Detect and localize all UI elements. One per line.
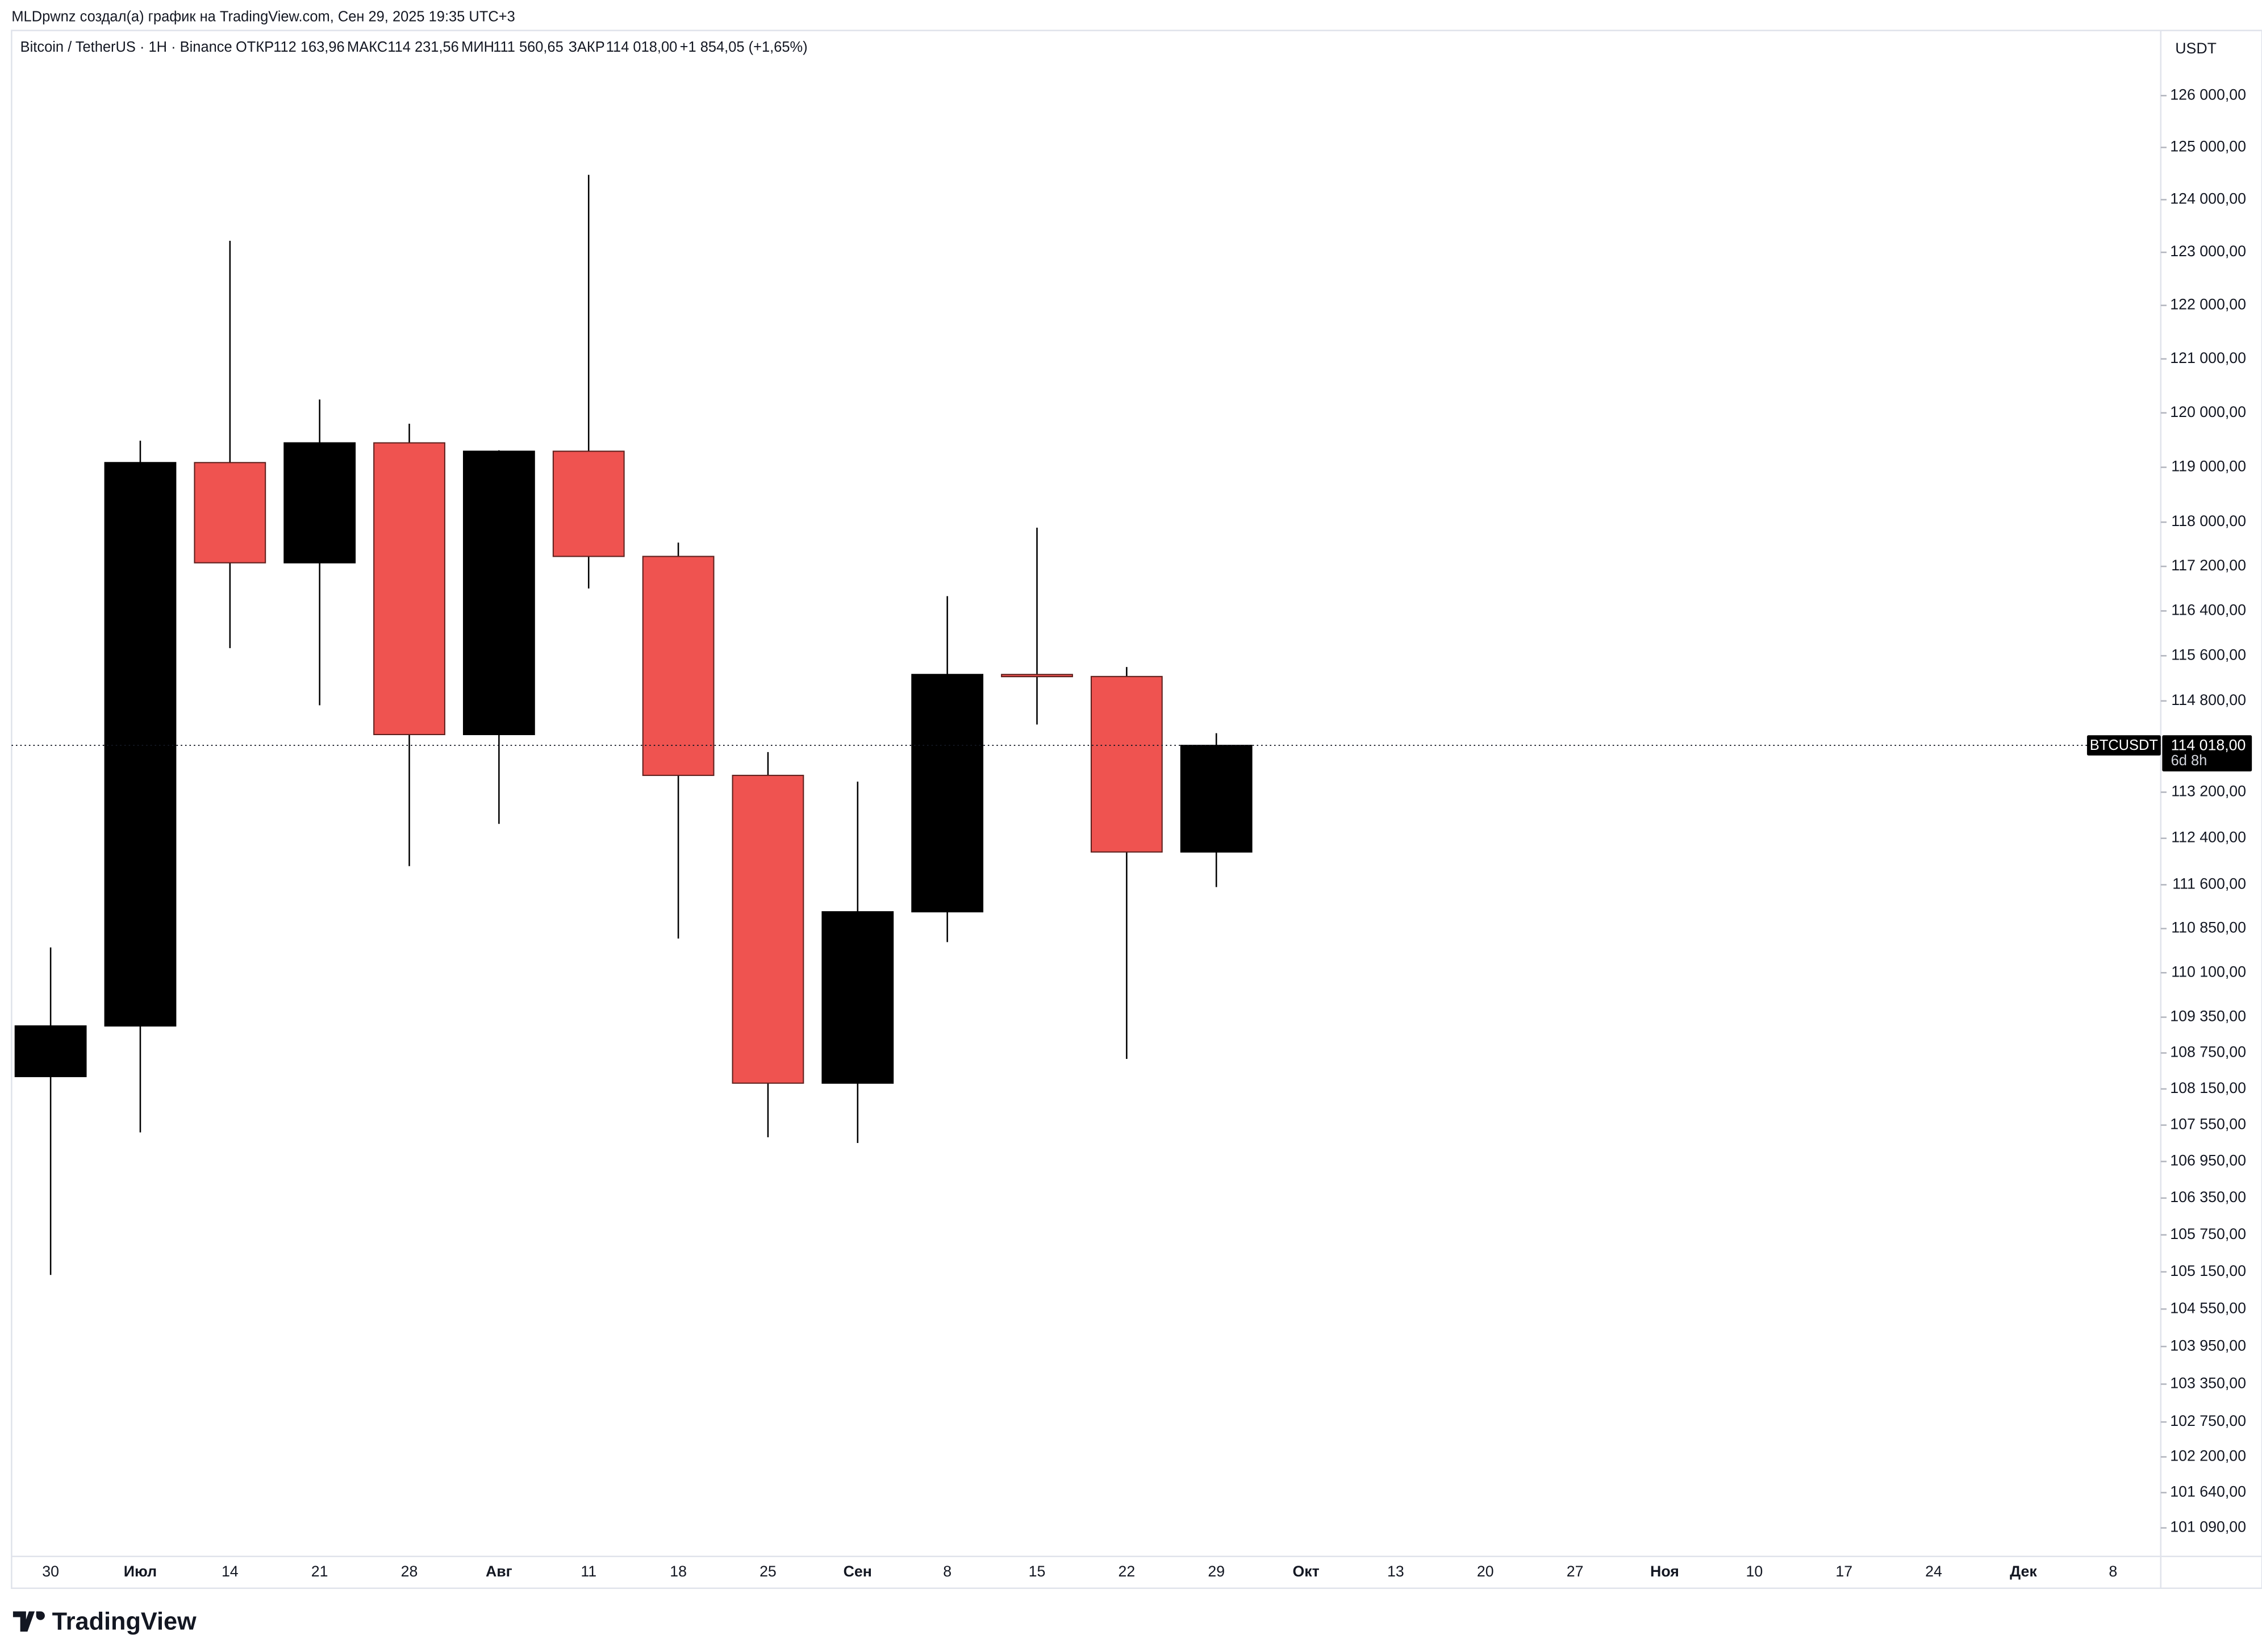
legend-label: ОТКР xyxy=(236,39,274,55)
y-tick-label: 117 200,00 xyxy=(2171,557,2246,574)
y-tick-label: 112 400,00 xyxy=(2171,829,2246,846)
y-tick-label: 101 090,00 xyxy=(2170,1518,2246,1536)
symbol-tag-text: BTCUSDT xyxy=(2090,737,2158,753)
y-tick-label: 125 000,00 xyxy=(2170,138,2246,155)
legend-value: 112 163,96 xyxy=(273,39,345,55)
y-tick-label: 102 200,00 xyxy=(2170,1447,2246,1465)
legend-value: 114 231,56 xyxy=(387,39,459,55)
x-tick-label: 10 xyxy=(1746,1563,1763,1580)
y-tick-label: 101 640,00 xyxy=(2170,1483,2246,1500)
symbol-legend: Bitcoin / TetherUS · 1H · Binance ОТКР 1… xyxy=(20,39,808,55)
x-tick-label: 8 xyxy=(943,1563,951,1580)
x-tick-label: 18 xyxy=(670,1563,687,1580)
y-tick-label: 107 550,00 xyxy=(2170,1116,2246,1133)
y-tick-label: 123 000,00 xyxy=(2170,243,2246,260)
candle-body xyxy=(911,674,984,913)
candle-body xyxy=(732,774,804,1084)
y-tick-label: 121 000,00 xyxy=(2170,349,2246,366)
y-tick-label: 120 000,00 xyxy=(2170,403,2246,420)
countdown-text: 6d 8h xyxy=(2171,753,2207,769)
y-tick-label: 102 750,00 xyxy=(2170,1412,2246,1429)
x-tick-label: Окт xyxy=(1292,1563,1319,1580)
symbol-tag xyxy=(2086,735,2161,756)
y-tick-label: 105 150,00 xyxy=(2170,1262,2246,1279)
candle-body xyxy=(821,911,894,1084)
y-tick-label: 124 000,00 xyxy=(2170,190,2246,207)
candle-body xyxy=(642,556,715,776)
y-tick-label: 111 600,00 xyxy=(2172,875,2246,892)
x-tick-label: Июл xyxy=(124,1563,157,1580)
y-tick-label: 108 150,00 xyxy=(2170,1079,2246,1096)
candle-body xyxy=(14,1025,87,1078)
x-tick-label: Дек xyxy=(2010,1563,2037,1580)
y-tick-label: 116 400,00 xyxy=(2171,601,2246,618)
y-tick-label: 118 000,00 xyxy=(2171,512,2246,529)
price-tag-text: 114 018,00 xyxy=(2171,736,2246,753)
y-tick-label: 109 350,00 xyxy=(2170,1008,2246,1025)
x-tick-label: 8 xyxy=(2109,1563,2117,1580)
candle-body xyxy=(194,462,266,564)
x-tick-label: 24 xyxy=(1925,1563,1942,1580)
candle-body xyxy=(1090,675,1163,853)
y-tick-label: 122 000,00 xyxy=(2170,296,2246,313)
y-tick-label: 115 600,00 xyxy=(2171,646,2246,663)
y-tick-label: 106 350,00 xyxy=(2170,1188,2246,1205)
legend-change: +1 854,05 (+1,65%) xyxy=(680,39,808,55)
y-tick-label: 103 950,00 xyxy=(2170,1337,2246,1354)
y-tick-label: 110 850,00 xyxy=(2171,919,2246,936)
chart-frame xyxy=(11,30,2262,1590)
y-tick-label: 114 800,00 xyxy=(2171,691,2246,708)
x-tick-label: 15 xyxy=(1029,1563,1046,1580)
candle-body xyxy=(552,450,625,557)
x-tick-label: 13 xyxy=(1387,1563,1404,1580)
x-tick-label: 14 xyxy=(222,1563,239,1580)
x-tick-label: 20 xyxy=(1477,1563,1494,1580)
x-tick-label: Авг xyxy=(486,1563,512,1580)
candle-body xyxy=(462,450,535,736)
candle-body xyxy=(1180,745,1253,853)
candle-body xyxy=(373,442,445,736)
x-tick-label: 28 xyxy=(401,1563,418,1580)
candle-body xyxy=(104,462,177,1027)
x-tick-label: 22 xyxy=(1118,1563,1135,1580)
y-tick-label: 103 350,00 xyxy=(2170,1375,2246,1392)
y-tick-label: 108 750,00 xyxy=(2170,1044,2246,1061)
x-tick-label: 17 xyxy=(1835,1563,1852,1580)
y-tick-label: 113 200,00 xyxy=(2171,783,2246,800)
price-tag xyxy=(2162,735,2252,771)
x-tick-label: 29 xyxy=(1208,1563,1225,1580)
x-tick-label: 27 xyxy=(1567,1563,1584,1580)
x-tick-label: 25 xyxy=(759,1563,777,1580)
x-tick-label: 30 xyxy=(42,1563,59,1580)
x-tick-label: 21 xyxy=(311,1563,328,1580)
x-tick-label: Ноя xyxy=(1650,1563,1679,1580)
legend-label: ЗАКР xyxy=(569,39,605,55)
author-line: MLDpwnz создал(а) график на TradingView.… xyxy=(11,9,515,24)
y-tick-label: 126 000,00 xyxy=(2170,86,2246,103)
logo-text: TradingView xyxy=(52,1608,197,1635)
y-tick-label: 119 000,00 xyxy=(2171,458,2246,475)
y-tick-label: 105 750,00 xyxy=(2170,1225,2246,1242)
x-tick-label: Сен xyxy=(844,1563,872,1580)
legend-label: МИН xyxy=(461,39,494,55)
y-tick-label: 110 100,00 xyxy=(2171,963,2246,980)
symbol-name: Bitcoin / TetherUS · 1H · Binance xyxy=(20,39,232,55)
legend-label: МАКС xyxy=(347,39,387,55)
y-tick-label: 104 550,00 xyxy=(2170,1299,2246,1316)
currency-label[interactable]: USDT xyxy=(2175,40,2217,57)
legend-value: 111 560,65 xyxy=(493,39,564,55)
y-tick-label: 106 950,00 xyxy=(2170,1152,2246,1169)
x-tick-label: 11 xyxy=(581,1563,596,1580)
logo-icon xyxy=(12,1611,45,1632)
candle-body xyxy=(283,442,356,564)
logo: TradingView xyxy=(12,1608,197,1635)
candle-body xyxy=(1001,674,1073,678)
legend-value: 114 018,00 xyxy=(606,39,678,55)
